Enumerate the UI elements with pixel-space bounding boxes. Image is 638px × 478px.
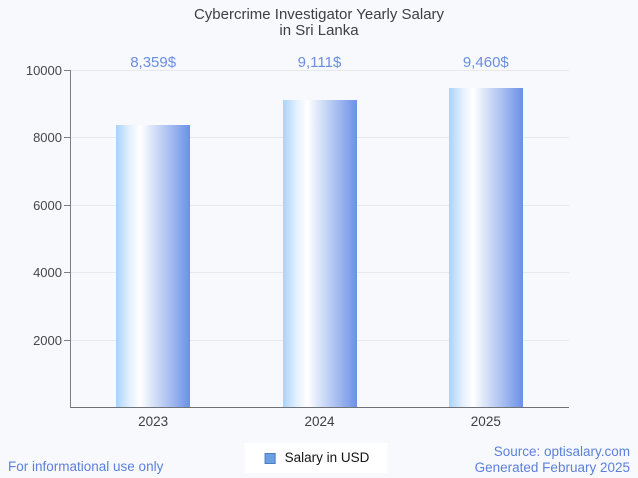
x-axis-label-2024: 2024 <box>304 414 335 429</box>
disclaimer-text: For informational use only <box>8 459 164 474</box>
legend: Salary in USD <box>244 443 388 473</box>
y-axis-tick-10000 <box>64 69 70 71</box>
chart-title: Cybercrime Investigator Yearly Salary in… <box>0 7 638 39</box>
y-axis-line <box>70 70 71 408</box>
bar-value-label-2024: 9,111$ <box>297 54 342 71</box>
source-text: Source: optisalary.com <box>493 444 630 459</box>
legend-swatch-icon <box>264 452 276 464</box>
y-axis-tick-2000 <box>64 339 70 341</box>
source-block: Source: optisalary.com Generated Februar… <box>330 444 630 475</box>
y-axis-tick-label-8000: 8000 <box>33 130 62 145</box>
bar-value-label-2025: 9,460$ <box>462 54 509 71</box>
y-axis-tick-4000 <box>64 272 70 273</box>
bar-2023[interactable] <box>116 125 191 408</box>
bar-2025[interactable] <box>448 88 523 408</box>
chart-title-line2: in Sri Lanka <box>279 22 359 39</box>
y-axis-tick-label-10000: 10000 <box>25 62 62 78</box>
generated-text: Generated February 2025 <box>474 459 630 475</box>
x-axis-label-2025: 2025 <box>470 414 501 429</box>
y-axis-tick-6000 <box>64 204 70 206</box>
x-axis-line <box>70 407 569 408</box>
x-axis-label-2023: 2023 <box>138 414 169 429</box>
y-axis-tick-label-2000: 2000 <box>33 332 62 348</box>
bar-2024[interactable] <box>282 100 357 408</box>
chart-title-line1: Cybercrime Investigator Yearly Salary <box>193 6 445 23</box>
gridline-10000 <box>70 69 569 71</box>
y-axis-tick-8000 <box>64 137 70 138</box>
legend-label: Salary in USD <box>284 450 370 465</box>
y-axis-tick-label-4000: 4000 <box>33 265 62 280</box>
bar-value-label-2023: 8,359$ <box>130 54 177 71</box>
y-axis-tick-label-6000: 6000 <box>33 197 62 213</box>
